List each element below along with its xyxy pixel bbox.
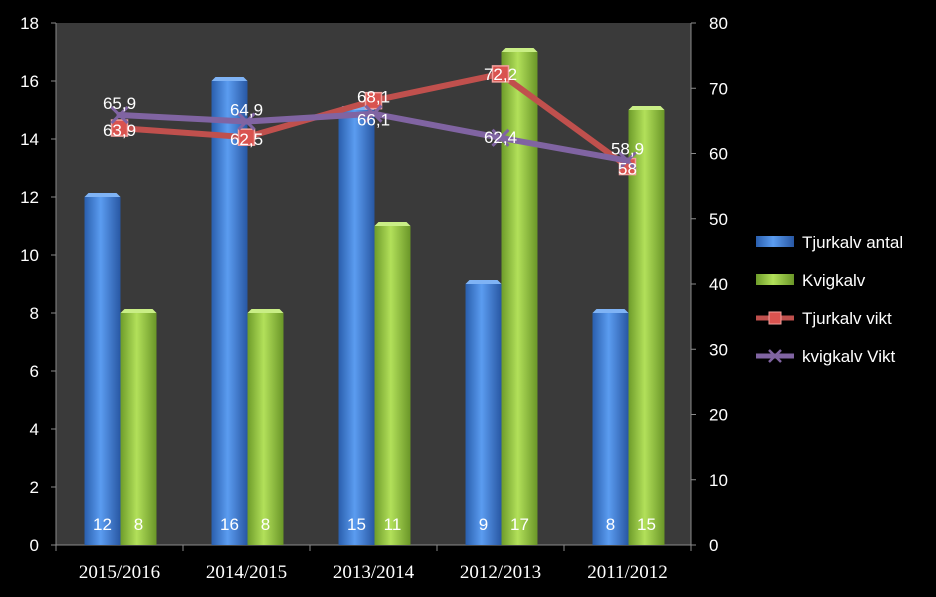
x-category-label: 2011/2012	[587, 562, 668, 583]
bar-top-cap	[628, 106, 665, 110]
marker-x-stroke	[491, 128, 510, 147]
bar-kvigkalv	[374, 226, 411, 545]
bar-tjurkalv-antal	[84, 197, 121, 545]
marker-x-stroke	[237, 112, 256, 131]
y-left-tick-label: 16	[20, 72, 39, 91]
bar-value-label: 17	[510, 515, 529, 534]
legend-label: kvigkalv Vikt	[802, 347, 895, 366]
line-value-label: 63,9	[103, 121, 136, 140]
y-left-tick-label: 12	[20, 188, 39, 207]
line-value-label: 64,9	[230, 101, 263, 120]
bar-top-cap	[465, 280, 502, 284]
legend: Tjurkalv antal Kvigkalv Tjurkalv vikt kvigk…	[756, 233, 903, 366]
bar-top-cap	[592, 309, 629, 313]
marker-x	[618, 151, 637, 170]
bar-top-cap	[84, 193, 121, 197]
legend-label: Tjurkalv vikt	[802, 309, 892, 328]
legend-swatch-tjurkalv-antal	[756, 236, 794, 247]
bar-top-cap	[247, 309, 284, 313]
y-left-tick-label: 6	[30, 362, 39, 381]
bar-tjurkalv-antal	[211, 81, 248, 545]
bar-value-label: 11	[384, 515, 402, 534]
line-value-label: 62,5	[230, 130, 263, 149]
bar-value-label: 15	[347, 515, 366, 534]
lines	[110, 65, 637, 176]
line-value-label: 62,4	[484, 128, 517, 147]
line-value-label: 58	[618, 160, 637, 179]
legend-label: Tjurkalv antal	[802, 233, 903, 252]
bar-value-label: 9	[479, 515, 488, 534]
x-category-label: 2015/2016	[79, 562, 160, 583]
bar-tjurkalv-antal	[338, 110, 375, 545]
marker-x	[491, 128, 510, 147]
y-right-tick-label: 10	[709, 471, 728, 490]
bar-value-label: 15	[637, 515, 656, 534]
marker-x-stroke	[618, 151, 637, 170]
x-category-label: 2012/2013	[460, 562, 541, 583]
bar-kvigkalv	[120, 313, 157, 545]
bar-kvigkalv	[628, 110, 665, 545]
bar-top-cap	[211, 77, 248, 81]
bar-value-label: 12	[93, 515, 112, 534]
y-left-tick-label: 8	[30, 304, 39, 323]
bar-value-label: 16	[220, 515, 239, 534]
y-right-tick-label: 50	[709, 210, 728, 229]
data-labels: 12 16 15 9 8 8 8 11 17 15 63,9 62,5 68,1 72,2 58 65,9 64…	[93, 65, 656, 534]
legend-label: Kvigkalv	[802, 271, 866, 290]
y-left-tick-label: 2	[30, 478, 39, 497]
axes: 0 2 4 6 8 10 12 14 16 18 0 10 20 30 40 50 60 70 80 2015/201…	[20, 14, 728, 583]
marker-x-stroke	[364, 104, 383, 123]
bars	[84, 48, 665, 545]
y-right-tick-label: 40	[709, 275, 728, 294]
y-right-tick-label: 0	[709, 536, 718, 555]
bar-kvigkalv	[247, 313, 284, 545]
bar-tjurkalv-antal	[592, 313, 629, 545]
line-value-label: 68,1	[357, 88, 390, 107]
marker-square	[110, 119, 129, 137]
bar-value-label: 8	[606, 515, 615, 534]
marker-x	[364, 104, 383, 123]
y-left-tick-label: 4	[30, 420, 39, 439]
bar-value-label: 8	[261, 515, 270, 534]
marker-square	[491, 65, 510, 83]
marker-x	[110, 105, 129, 125]
legend-marker-x	[768, 349, 782, 363]
bar-top-cap	[501, 48, 538, 52]
bar-tjurkalv-antal	[465, 284, 502, 545]
line-value-label: 72,2	[484, 65, 517, 84]
y-right-tick-label: 70	[709, 79, 728, 98]
y-left-tick-label: 0	[30, 536, 39, 555]
legend-swatch-kvigkalv	[756, 274, 794, 285]
bar-top-cap	[120, 309, 157, 313]
x-category-label: 2013/2014	[333, 562, 415, 583]
marker-square	[237, 128, 256, 146]
bar-kvigkalv	[501, 52, 538, 545]
line-value-label: 65,9	[103, 94, 136, 113]
y-right-tick-label: 80	[709, 14, 728, 33]
marker-x	[237, 112, 256, 131]
y-right-tick-label: 30	[709, 340, 728, 359]
line-value-label: 58,9	[611, 140, 644, 159]
legend-marker-square	[768, 311, 782, 325]
y-left-tick-label: 14	[20, 130, 39, 149]
y-right-tick-label: 60	[709, 145, 728, 164]
y-right-tick-label: 20	[709, 406, 728, 425]
bar-top-cap	[374, 222, 411, 226]
y-left-tick-label: 18	[20, 14, 39, 33]
line-value-label: 66,1	[357, 111, 390, 130]
marker-square	[364, 91, 383, 110]
bar-value-label: 8	[134, 515, 143, 534]
x-category-label: 2014/2015	[206, 562, 287, 583]
marker-x-stroke	[110, 105, 129, 125]
y-left-tick-label: 10	[20, 246, 39, 265]
